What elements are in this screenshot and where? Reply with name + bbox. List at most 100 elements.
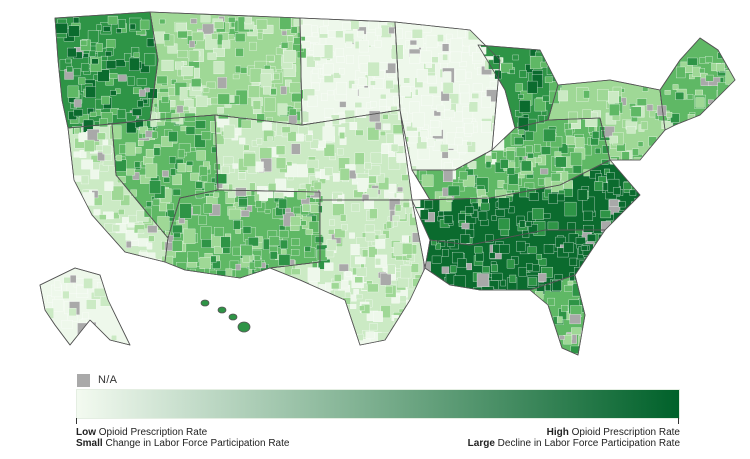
county-cell bbox=[534, 98, 546, 112]
county-cell bbox=[341, 223, 348, 231]
county-cell bbox=[180, 125, 187, 132]
county-cell bbox=[242, 226, 252, 234]
county-cell bbox=[156, 75, 168, 85]
county-cell bbox=[306, 56, 316, 68]
county-cell bbox=[367, 283, 379, 293]
county-cell bbox=[186, 165, 193, 172]
county-cell bbox=[280, 239, 288, 249]
county-cell bbox=[460, 234, 471, 244]
county-cell bbox=[349, 232, 355, 239]
county-cell bbox=[640, 121, 648, 130]
county-cell bbox=[366, 32, 378, 46]
county-cell bbox=[350, 304, 357, 309]
county-cell bbox=[256, 19, 268, 30]
county-cell bbox=[375, 258, 381, 266]
county-cell bbox=[356, 237, 369, 248]
county-cell bbox=[587, 234, 597, 242]
county-cell bbox=[527, 153, 534, 159]
county-cell bbox=[153, 31, 166, 44]
county-cell bbox=[80, 175, 90, 185]
county-cell bbox=[519, 100, 531, 113]
county-cell bbox=[388, 183, 397, 193]
county-cell bbox=[235, 263, 241, 271]
county-cell bbox=[357, 30, 365, 38]
county-cell bbox=[354, 152, 365, 165]
county-cell bbox=[468, 161, 477, 169]
county-cell bbox=[145, 149, 155, 158]
county-cell bbox=[475, 251, 484, 262]
county-cell bbox=[508, 173, 519, 185]
county-cell bbox=[427, 138, 435, 147]
county-cell bbox=[362, 249, 369, 258]
county-cell bbox=[472, 52, 484, 62]
county-cell bbox=[105, 60, 117, 69]
county-cell bbox=[275, 178, 287, 193]
county-cell bbox=[87, 30, 99, 43]
county-cell bbox=[571, 327, 582, 335]
county-cell bbox=[312, 44, 325, 58]
na-label: N/A bbox=[98, 374, 118, 386]
county-cell bbox=[145, 163, 158, 179]
county-cell bbox=[600, 221, 611, 233]
county-cell bbox=[544, 189, 552, 198]
county-cell bbox=[248, 85, 260, 98]
county-cell bbox=[52, 299, 64, 312]
county-cell bbox=[89, 111, 97, 117]
county-cell bbox=[152, 198, 160, 206]
county-cell bbox=[111, 185, 124, 201]
county-cell bbox=[315, 171, 322, 178]
county-cell bbox=[380, 273, 392, 286]
county-cell bbox=[583, 210, 594, 221]
county-cell bbox=[687, 57, 698, 66]
county-cell bbox=[318, 140, 326, 148]
county-cell bbox=[259, 147, 272, 160]
county-cell bbox=[494, 114, 501, 121]
county-cell bbox=[170, 168, 176, 176]
county-cell bbox=[126, 112, 137, 122]
county-cell bbox=[350, 244, 360, 255]
county-cell bbox=[110, 90, 117, 96]
county-cell bbox=[81, 159, 94, 170]
county-cell bbox=[491, 272, 503, 281]
county-cell bbox=[421, 136, 428, 143]
county-cell bbox=[147, 225, 158, 233]
county-cell bbox=[672, 84, 679, 90]
county-cell bbox=[585, 111, 598, 127]
county-cell bbox=[276, 145, 286, 155]
county-cell bbox=[375, 27, 382, 36]
county-cell bbox=[402, 201, 410, 208]
county-cell bbox=[428, 86, 438, 94]
county-cell bbox=[117, 176, 126, 184]
county-cell bbox=[281, 126, 291, 133]
county-cell bbox=[214, 21, 224, 30]
county-cell bbox=[436, 104, 445, 113]
county-cell bbox=[95, 109, 102, 116]
legend-low-description: Low Opioid Prescription Rate Small Chang… bbox=[76, 427, 289, 449]
county-cell bbox=[269, 251, 278, 260]
county-cell bbox=[228, 34, 235, 41]
county-cell bbox=[444, 109, 455, 119]
county-cell bbox=[153, 147, 161, 156]
county-cell bbox=[78, 77, 86, 85]
county-cell bbox=[443, 162, 453, 170]
county-cell bbox=[297, 188, 307, 200]
county-cell bbox=[356, 267, 367, 277]
county-cell bbox=[190, 147, 196, 152]
county-cell bbox=[111, 335, 117, 341]
county-cell bbox=[537, 115, 545, 124]
county-cell bbox=[243, 144, 250, 151]
county-cell bbox=[118, 209, 125, 215]
county-cell bbox=[112, 224, 121, 232]
county-cell bbox=[375, 122, 382, 130]
county-cell bbox=[323, 19, 330, 26]
county-cell bbox=[538, 258, 547, 267]
county-cell bbox=[202, 23, 214, 35]
county-cell bbox=[222, 184, 229, 190]
county-cell bbox=[449, 38, 463, 53]
county-cell bbox=[118, 74, 127, 82]
county-cell bbox=[425, 35, 438, 48]
county-cell bbox=[225, 268, 233, 277]
county-cell bbox=[692, 66, 701, 78]
county-cell bbox=[396, 153, 407, 163]
county-cell bbox=[417, 147, 430, 160]
